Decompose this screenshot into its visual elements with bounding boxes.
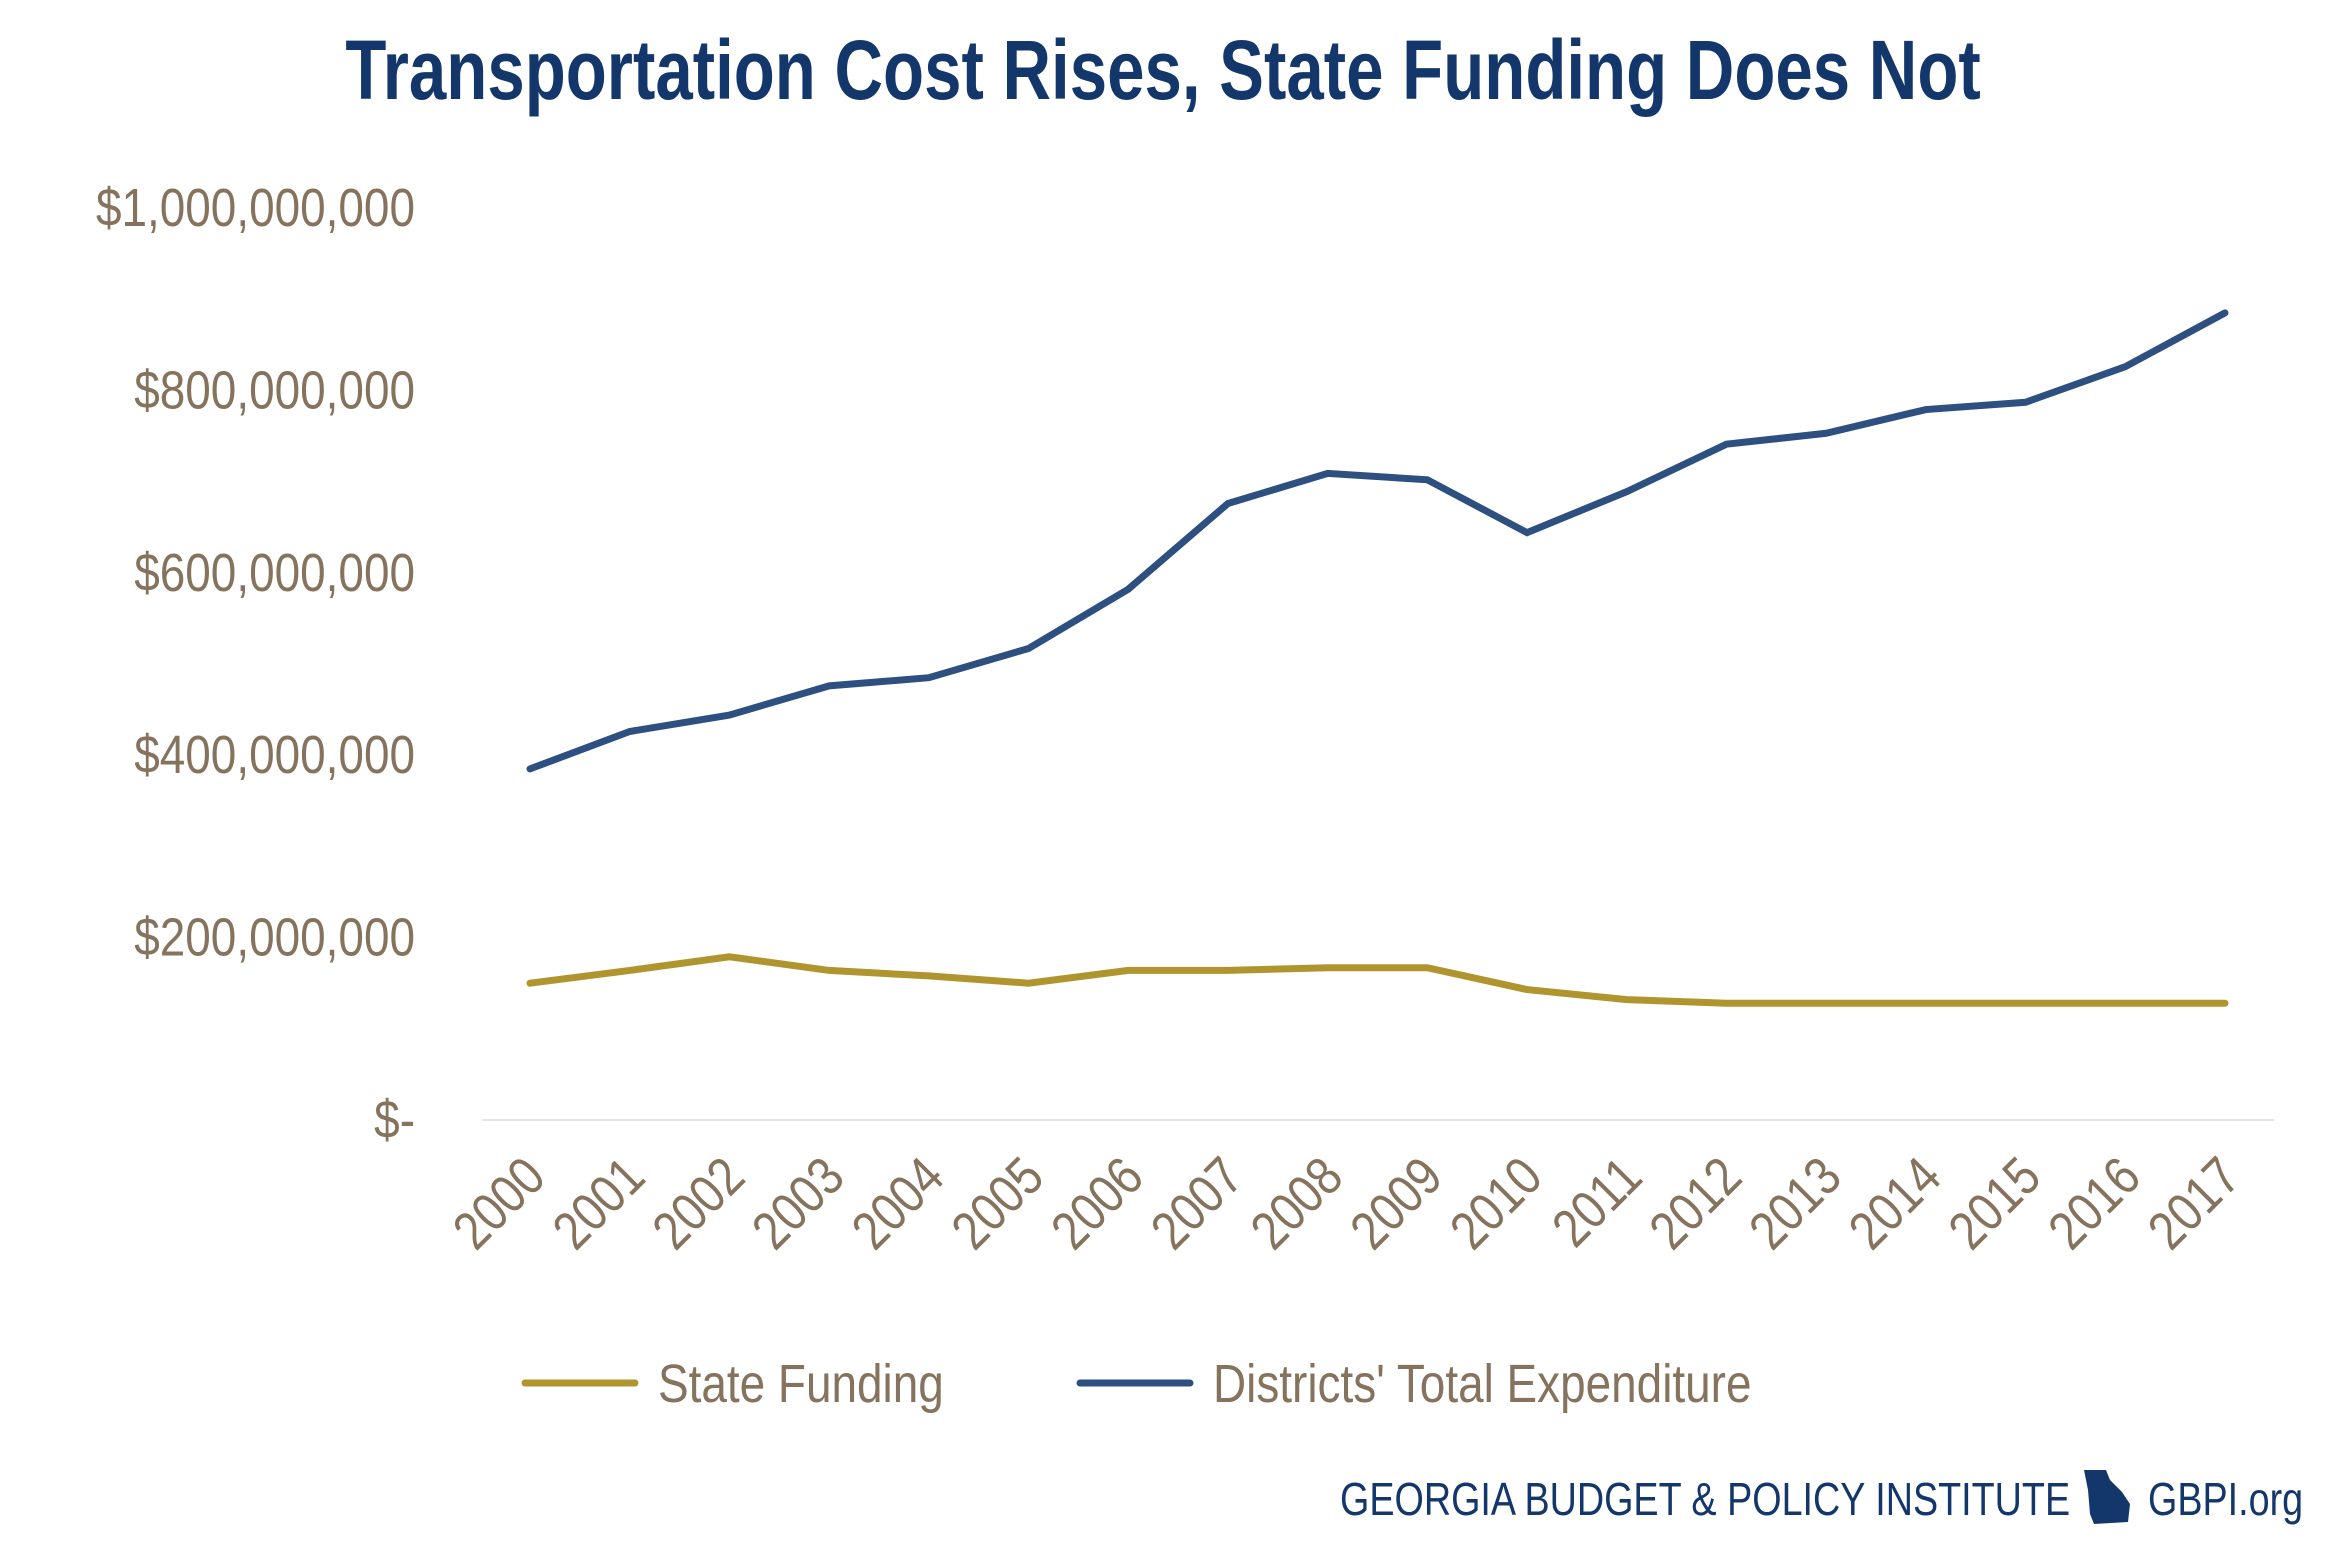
x-tick-label: 2009 (1339, 1146, 1454, 1261)
series-line-state-funding (526, 953, 2229, 1007)
georgia-state-icon (2084, 1470, 2131, 1524)
series-line-districts-expenditure (526, 309, 2229, 773)
legend-label: Districts' Total Expenditure (1213, 1354, 1751, 1414)
footer-org: GEORGIA BUDGET & POLICY INSTITUTE (1340, 1473, 2071, 1525)
y-tick-label: $- (374, 1090, 415, 1150)
x-tick-label: 2010 (1439, 1146, 1554, 1261)
y-tick-label: $1,000,000,000 (96, 178, 415, 238)
x-tick-label: 2002 (641, 1146, 756, 1261)
x-tick-label: 2001 (541, 1146, 656, 1261)
chart-title: Transportation Cost Rises, State Funding… (0, 22, 2326, 119)
x-tick-label: 2014 (1837, 1146, 1952, 1261)
y-tick-label: $800,000,000 (134, 360, 415, 420)
y-tick-label: $400,000,000 (134, 725, 415, 785)
x-tick-label: 2003 (741, 1146, 856, 1261)
y-tick-label: $600,000,000 (134, 542, 415, 602)
x-tick-label: 2005 (940, 1146, 1055, 1261)
x-tick-label: 2012 (1638, 1146, 1753, 1261)
x-tick-label: 2013 (1738, 1146, 1853, 1261)
x-tick-label: 2015 (1937, 1146, 2052, 1261)
x-tick-label: 2004 (840, 1146, 955, 1261)
legend-label: State Funding (658, 1354, 944, 1414)
x-tick-label: 2017 (2137, 1146, 2252, 1261)
x-tick-label: 2000 (442, 1146, 557, 1261)
x-tick-label: 2011 (1541, 1146, 1653, 1258)
footer-site: GBPI.org (2148, 1473, 2304, 1525)
x-tick-label: 2016 (2037, 1146, 2152, 1261)
x-tick-label: 2006 (1040, 1146, 1155, 1261)
x-tick-label: 2007 (1139, 1146, 1254, 1261)
chart-title-text: Transportation Cost Rises, State Funding… (345, 23, 1981, 117)
y-tick-label: $200,000,000 (134, 907, 415, 967)
x-tick-label: 2008 (1239, 1146, 1354, 1261)
footer: GEORGIA BUDGET & POLICY INSTITUTE GBPI.o… (1340, 1470, 2326, 1528)
